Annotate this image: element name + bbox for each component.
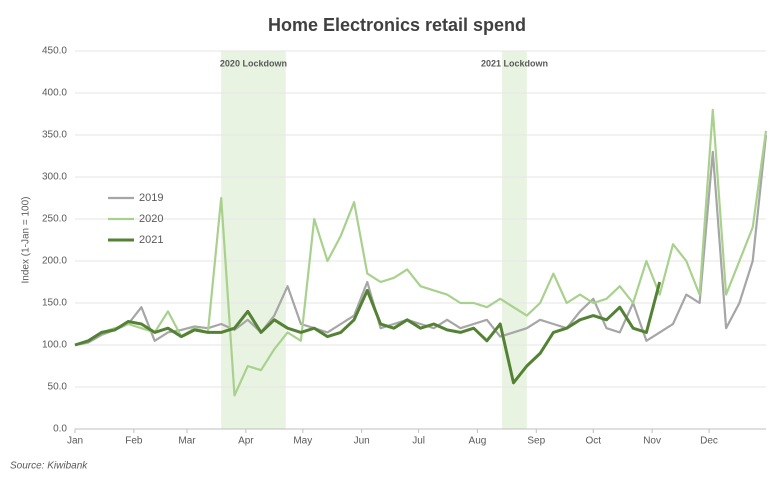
x-tick-label: Jun <box>354 436 370 447</box>
y-tick-label: 450.0 <box>42 46 67 57</box>
legend-label: 2021 <box>139 234 163 246</box>
source: Source: Kiwibank <box>10 461 88 472</box>
series-line <box>74 281 662 385</box>
x-tick-label: Jul <box>412 436 425 447</box>
x-tick-label: Jan <box>67 436 83 447</box>
lockdown-band <box>221 51 286 429</box>
y-tick-label: 150.0 <box>42 298 67 309</box>
y-tick-label: 100.0 <box>42 340 67 351</box>
x-tick-label: Oct <box>585 436 601 447</box>
chart-title: Home Electronics retail spend <box>268 15 526 35</box>
lockdown-band <box>502 51 527 429</box>
x-tick-label: Aug <box>469 436 487 447</box>
legend-label: 2020 <box>139 213 163 225</box>
x-tick-label: Apr <box>238 436 254 447</box>
x-tick-label: May <box>293 436 312 447</box>
legend-label: 2019 <box>139 192 163 204</box>
y-tick-label: 400.0 <box>42 88 67 99</box>
y-tick-label: 200.0 <box>42 256 67 267</box>
y-tick-label: 300.0 <box>42 172 67 183</box>
x-tick-label: Feb <box>125 436 143 447</box>
lockdown-label: 2021 Lockdown <box>481 58 548 68</box>
y-tick-label: 50.0 <box>48 382 68 393</box>
x-tick-label: Nov <box>643 436 661 447</box>
y-tick-label: 0.0 <box>53 424 67 435</box>
series-line <box>74 108 768 397</box>
series-line <box>74 134 768 347</box>
y-tick-label: 250.0 <box>42 214 67 225</box>
lockdown-label: 2020 Lockdown <box>220 58 287 68</box>
y-axis-label: Index (1-Jan = 100) <box>21 197 32 284</box>
x-tick-label: Sep <box>527 436 545 447</box>
x-tick-label: Dec <box>700 436 718 447</box>
y-tick-label: 350.0 <box>42 130 67 141</box>
x-tick-label: Mar <box>178 436 196 447</box>
